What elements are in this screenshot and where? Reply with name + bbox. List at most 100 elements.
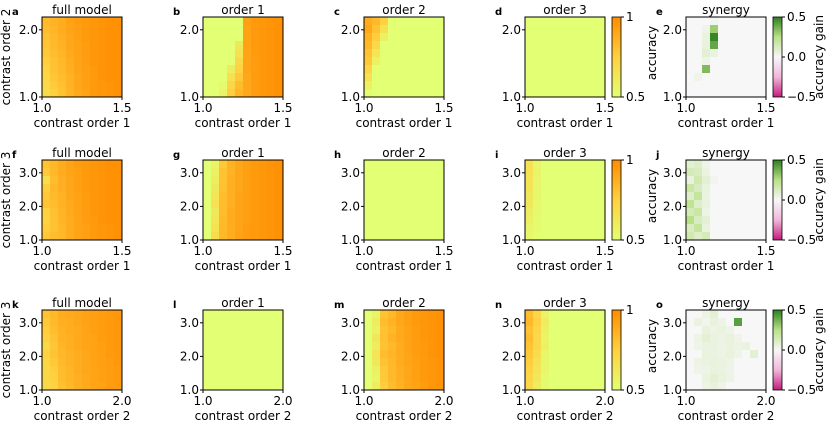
heatmap-cell [686, 176, 695, 185]
heatmap-cell [82, 208, 91, 217]
heatmap-cell [275, 358, 284, 367]
heatmap-cell [275, 17, 284, 26]
heatmap-cell [251, 326, 260, 335]
heatmap-cell [227, 41, 236, 50]
heatmap-cell [549, 310, 558, 319]
heatmap-cell [525, 81, 534, 90]
heatmap-cell [581, 350, 590, 359]
heatmap-cell [82, 224, 91, 233]
heatmap-cell [428, 350, 437, 359]
heatmap-cell [758, 342, 767, 351]
heatmap-cell [219, 25, 228, 34]
heatmap-cell [58, 89, 67, 98]
heatmap-cell [404, 17, 413, 26]
heatmap-cell [66, 81, 75, 90]
heatmap-cell [718, 310, 727, 319]
heatmap-cell [581, 33, 590, 42]
heatmap-cell [597, 382, 606, 391]
heatmap-cell [66, 318, 75, 327]
heatmap-cell [74, 41, 83, 50]
heatmap-cell [251, 176, 260, 185]
heatmap-cell [718, 73, 727, 82]
heatmap-cell [412, 358, 421, 367]
heatmap-cell [74, 176, 83, 185]
heatmap-cell [380, 310, 389, 319]
y-tick-label: 1.0 [19, 90, 38, 104]
heatmap-cell [259, 192, 268, 201]
heatmap-cell [750, 366, 759, 375]
heatmap-cell [380, 192, 389, 201]
heatmap-cell [90, 208, 99, 217]
heatmap-cell [597, 33, 606, 42]
heatmap-cell [565, 81, 574, 90]
heatmap-cell [525, 25, 534, 34]
heatmap-cell [702, 326, 711, 335]
heatmap-cell [710, 326, 719, 335]
panel-title: synergy [702, 146, 750, 160]
heatmap-cell [396, 208, 405, 217]
heatmap-cell [98, 41, 107, 50]
heatmap-cell [718, 334, 727, 343]
heatmap-cell [710, 81, 719, 90]
y-tick-label: 3.0 [663, 316, 682, 330]
heatmap-cell [702, 224, 711, 233]
heatmap-cell [726, 382, 735, 391]
heatmap-cell [428, 65, 437, 74]
heatmap-cell [388, 310, 397, 319]
plot-frame [363, 309, 445, 391]
heatmap-cell [98, 310, 107, 319]
colorbar-gradient [611, 16, 622, 98]
heatmap-cell [428, 192, 437, 201]
heatmap-cell [573, 216, 582, 225]
heatmap-cell [750, 176, 759, 185]
heatmap-cell [227, 318, 236, 327]
heatmap-cell [203, 73, 212, 82]
heatmap-cell [251, 224, 260, 233]
heatmap-cell [436, 326, 445, 335]
heatmap-cell [243, 73, 252, 82]
heatmap-cell [525, 184, 534, 193]
heatmap-cell [758, 366, 767, 375]
heatmap-cell [412, 41, 421, 50]
heatmap-cell [436, 374, 445, 383]
heatmap-cell [74, 366, 83, 375]
heatmap-cell [106, 81, 115, 90]
heatmap-cell [275, 33, 284, 42]
heatmap-cell [211, 310, 220, 319]
heatmap-cell [718, 160, 727, 169]
heatmap-cell [710, 232, 719, 241]
heatmap-cell [541, 310, 550, 319]
heatmap-cell [98, 160, 107, 169]
heatmap-cell [251, 318, 260, 327]
heatmap-cell [597, 374, 606, 383]
heatmap-cell [364, 374, 373, 383]
heatmap-cell [372, 326, 381, 335]
heatmap-cell [251, 216, 260, 225]
heatmap-cell [82, 89, 91, 98]
heatmap-cell [710, 382, 719, 391]
heatmap-cell [525, 65, 534, 74]
heatmap-cell [396, 81, 405, 90]
heatmap-cell [396, 326, 405, 335]
heatmap-cell [211, 57, 220, 66]
heatmap-cell [203, 232, 212, 241]
heatmap-cell [106, 310, 115, 319]
heatmap-cell [219, 366, 228, 375]
heatmap-cell [686, 208, 695, 217]
heatmap-cell [742, 350, 751, 359]
heatmap-cell [211, 334, 220, 343]
heatmap-cell [211, 208, 220, 217]
heatmap-cell [589, 192, 598, 201]
heatmap-cell [573, 65, 582, 74]
heatmap-cell [203, 200, 212, 209]
heatmap-cell [275, 192, 284, 201]
heatmap-cell [710, 41, 719, 50]
heatmap-cell [565, 310, 574, 319]
heatmap-cell [557, 200, 566, 209]
heatmap-cell [533, 326, 542, 335]
heatmap-cell [589, 25, 598, 34]
heatmap-cell [718, 382, 727, 391]
heatmap-cell [251, 342, 260, 351]
